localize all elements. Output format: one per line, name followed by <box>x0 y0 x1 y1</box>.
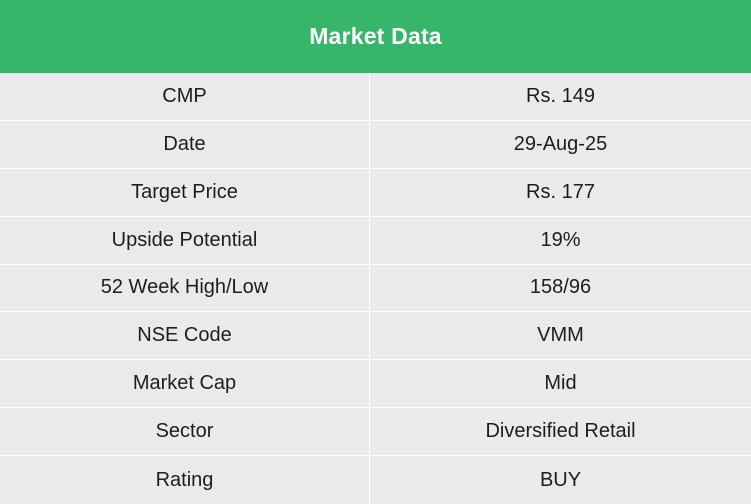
row-label: Sector <box>0 408 370 456</box>
row-value: 158/96 <box>529 276 592 299</box>
table-header: Market Data <box>0 0 751 73</box>
table-body: CMP Rs. 149 Date 29-Aug-25 Target Price … <box>0 72 751 504</box>
row-label: Target Price <box>0 168 370 216</box>
table-row-cmp: CMP Rs. 149 <box>0 72 751 121</box>
row-label: Rating <box>0 456 370 504</box>
table-row-nse-code: NSE Code VMM <box>0 312 751 361</box>
row-label: Date <box>0 120 370 168</box>
table-row-52-week-high-low: 52 Week High/Low 158/96 <box>0 264 751 313</box>
row-value: Mid <box>544 372 577 395</box>
row-label: 52 Week High/Low <box>0 264 370 312</box>
row-value: Rs. 177 <box>526 180 595 203</box>
row-label: Upside Potential <box>0 216 370 264</box>
row-value: Diversified Retail <box>485 420 636 443</box>
row-label: Market Cap <box>0 360 370 408</box>
table-row-market-cap: Market Cap Mid <box>0 360 751 409</box>
table-row-rating: Rating BUY <box>0 456 751 504</box>
row-value: 29-Aug-25 <box>513 132 608 155</box>
row-label: NSE Code <box>0 312 370 360</box>
row-value: BUY <box>539 468 582 491</box>
table-row-sector: Sector Diversified Retail <box>0 408 751 457</box>
row-label: CMP <box>0 72 370 120</box>
table-title: Market Data <box>309 22 442 49</box>
table-row-date: Date 29-Aug-25 <box>0 120 751 169</box>
row-value: VMM <box>537 324 584 347</box>
row-value: 19% <box>540 228 581 251</box>
table-row-target-price: Target Price Rs. 177 <box>0 168 751 217</box>
table-row-upside-potential: Upside Potential 19% <box>0 216 751 265</box>
row-value: Rs. 149 <box>526 84 595 107</box>
